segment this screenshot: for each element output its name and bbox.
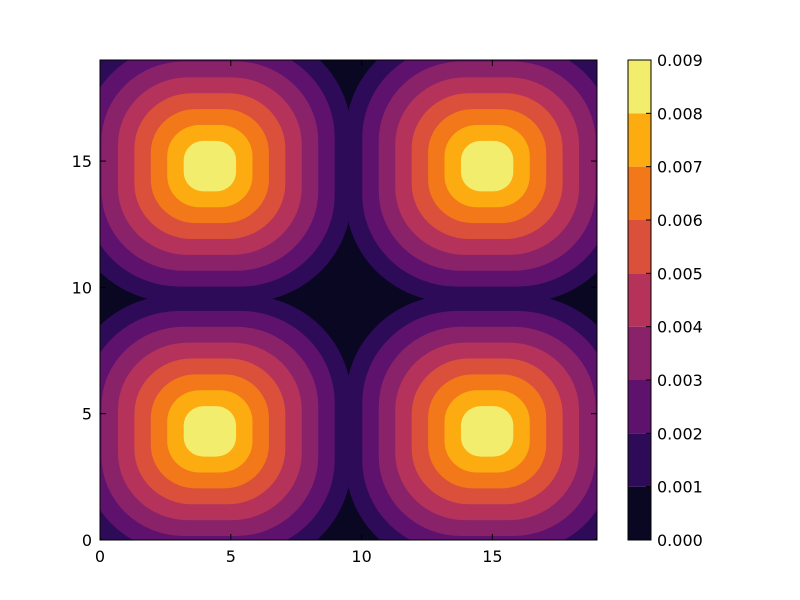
y-tick-label: 10 [72,278,92,297]
y-tick-label: 0 [82,531,92,550]
colorbar-tick-label: 0.000 [657,531,703,550]
colorbar-band [628,380,651,434]
colorbar: 0.000 0.001 0.002 0.003 0.004 0.005 0.006 0.007… [627,51,703,550]
colorbar-band [628,433,651,487]
colorbar-tick-label: 0.006 [657,211,703,230]
colorbar-tick-label: 0.007 [657,158,703,177]
x-tick-label: 10 [351,547,371,566]
colorbar-tick-label: 0.008 [657,104,703,123]
contour-layer [100,60,597,540]
colorbar-band [628,220,651,274]
colorbar-band [628,273,651,327]
colorbar-tick-label: 0.004 [657,318,703,337]
y-tick-label: 15 [72,152,92,171]
colorbar-tick-label: 0.009 [657,51,703,70]
colorbar-tick-label: 0.003 [657,371,703,390]
colorbar-frame [627,59,652,541]
x-tick-label: 0 [95,547,105,566]
colorbar-band [628,60,651,114]
colorbar-tick-label: 0.001 [657,478,703,497]
contour-band-4-8 [460,140,514,192]
y-axis: 0 5 10 15 [72,152,597,550]
x-tick-label: 15 [482,547,502,566]
colorbar-band [628,113,651,167]
x-tick-label: 5 [226,547,236,566]
contour-band-3-8 [183,140,237,192]
colorbar-tick-label: 0.002 [657,424,703,443]
colorbar-tick-label: 0.005 [657,264,703,283]
colorbar-band [628,166,651,220]
contour-band-1-8 [183,406,237,457]
contour-band-2-8 [460,406,514,457]
plot-frame [99,59,598,541]
colorbar-band [628,486,651,540]
y-tick-label: 5 [82,405,92,424]
x-axis: 0 5 10 15 [95,60,503,566]
colorbar-band [628,326,651,380]
